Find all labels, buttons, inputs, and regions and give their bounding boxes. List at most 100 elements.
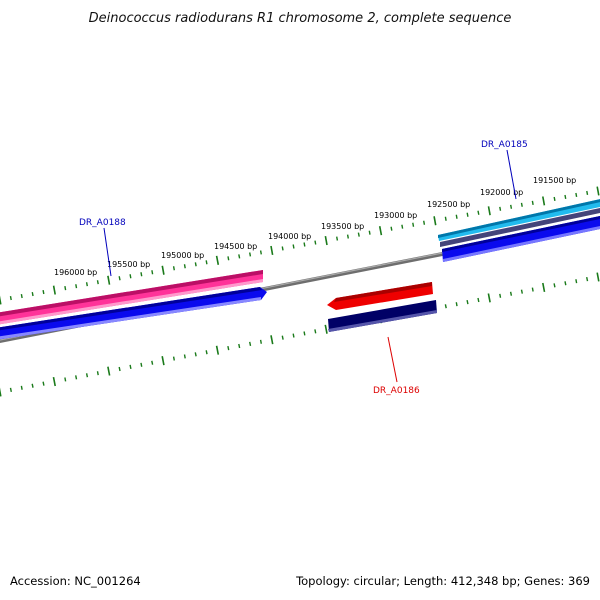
- gene-dr-a0186-red[interactable]: [327, 282, 433, 310]
- ruler-major-tick: [596, 272, 600, 282]
- ruler-major-tick: [107, 366, 111, 376]
- ruler-minor-tick: [455, 214, 458, 219]
- ruler-major-tick: [542, 196, 546, 206]
- ruler-minor-tick: [575, 192, 578, 198]
- ruler-minor-tick: [444, 216, 447, 221]
- ruler-minor-tick: [314, 240, 317, 245]
- ruler-minor-tick: [423, 220, 426, 225]
- ruler-major-tick: [378, 226, 383, 236]
- ruler-minor-tick: [510, 204, 513, 209]
- ruler-minor-tick: [227, 345, 230, 351]
- ruler-major-tick: [542, 282, 546, 293]
- gene-dr-a0185-cyan[interactable]: [438, 198, 600, 241]
- ruler-minor-tick: [31, 383, 34, 388]
- ruler-major-tick: [52, 376, 56, 387]
- ruler-minor-tick: [75, 284, 78, 289]
- ruler-minor-tick: [314, 329, 317, 334]
- ruler-minor-tick: [151, 360, 154, 365]
- ruler-minor-tick: [20, 293, 23, 299]
- ruler-major-tick: [0, 295, 2, 305]
- gene-label-dr-a0185[interactable]: DR_A0185: [481, 140, 528, 200]
- ruler-minor-tick: [172, 356, 175, 361]
- ruler-minor-tick: [129, 364, 132, 370]
- ruler-minor-tick: [64, 377, 67, 382]
- gene-label-text: DR_A0186: [373, 386, 420, 396]
- gene-dr-a0186-navy[interactable]: [328, 300, 437, 332]
- ruler-minor-tick: [238, 254, 241, 259]
- tick-label: 193000 bp: [374, 211, 417, 220]
- summary-text: Topology: circular; Length: 412,348 bp; …: [295, 574, 590, 588]
- ruler-minor-tick: [42, 289, 45, 295]
- ruler-major-tick: [215, 345, 220, 355]
- ruler-minor-tick: [249, 341, 252, 347]
- ruler-minor-tick: [292, 333, 295, 338]
- ruler-major-tick: [487, 206, 491, 216]
- ruler-minor-tick: [509, 291, 513, 296]
- ruler-minor-tick: [75, 375, 78, 380]
- tick-label: 192500 bp: [427, 200, 470, 209]
- ruler-major-tick: [433, 216, 437, 226]
- tick-label: 193500 bp: [321, 222, 364, 231]
- ruler-minor-tick: [85, 282, 88, 287]
- ruler-minor-tick: [455, 302, 458, 307]
- ruler-minor-tick: [575, 279, 578, 284]
- ruler-minor-tick: [281, 335, 284, 340]
- gene-label-text: DR_A0185: [481, 140, 528, 150]
- tick-label: 195000 bp: [161, 251, 204, 260]
- ruler-minor-tick: [477, 297, 480, 303]
- ruler-minor-tick: [238, 343, 241, 349]
- tick-label: 192000 bp: [480, 188, 523, 197]
- ruler-minor-tick: [9, 295, 12, 301]
- ruler-minor-tick: [140, 272, 143, 277]
- ruler-major-tick: [215, 255, 220, 265]
- ruler-minor-tick: [118, 276, 121, 281]
- ruler-minor-tick: [227, 256, 230, 261]
- tick-label: 194500 bp: [214, 242, 257, 251]
- gene-dr-a0188-pink[interactable]: [0, 270, 263, 325]
- ruler-major-tick: [161, 356, 165, 366]
- ruler-minor-tick: [390, 226, 393, 231]
- gene-label-dr-a0188[interactable]: DR_A0188: [79, 218, 126, 277]
- ruler-minor-tick: [466, 299, 469, 305]
- ruler-minor-tick: [205, 260, 208, 265]
- ruler-minor-tick: [553, 196, 556, 202]
- ruler-minor-tick: [20, 385, 23, 390]
- ruler-minor-tick: [64, 285, 67, 291]
- ruler-minor-tick: [9, 387, 12, 393]
- ruler-minor-tick: [183, 264, 186, 269]
- ruler-minor-tick: [520, 289, 523, 294]
- ruler-minor-tick: [194, 352, 197, 357]
- ruler-minor-tick: [444, 304, 447, 309]
- ruler-minor-tick: [520, 202, 523, 207]
- ruler-minor-tick: [466, 212, 469, 217]
- map-title: Deinococcus radiodurans R1 chromosome 2,…: [89, 11, 512, 26]
- ruler-minor-tick: [292, 244, 295, 249]
- ruler-major-tick: [596, 186, 600, 196]
- ruler-minor-tick: [401, 224, 404, 229]
- ruler-major-tick: [324, 324, 328, 334]
- ruler-minor-tick: [303, 331, 306, 336]
- gene-label-dr-a0186[interactable]: DR_A0186: [373, 336, 420, 396]
- gene-dr-a0185-slate[interactable]: [440, 207, 600, 247]
- ruler-minor-tick: [140, 362, 143, 367]
- ruler-minor-tick: [118, 366, 121, 372]
- ruler-minor-tick: [553, 283, 556, 288]
- ruler-major-tick: [107, 275, 111, 285]
- ruler-minor-tick: [205, 350, 208, 355]
- ruler-minor-tick: [281, 246, 284, 251]
- accession-text: Accession: NC_001264: [10, 574, 141, 588]
- ruler-major-tick: [270, 245, 274, 256]
- ruler-minor-tick: [183, 354, 186, 359]
- gene-dr-a0188-blue[interactable]: [0, 287, 267, 340]
- ruler-minor-tick: [412, 222, 415, 227]
- ruler-minor-tick: [259, 250, 262, 255]
- ruler-minor-tick: [303, 242, 306, 247]
- ruler-minor-tick: [96, 371, 99, 376]
- ruler-minor-tick: [586, 276, 589, 282]
- ruler-minor-tick: [31, 291, 34, 297]
- ruler-minor-tick: [172, 266, 175, 271]
- gene-label-text: DR_A0188: [79, 218, 126, 228]
- ruler-major-tick: [324, 235, 328, 246]
- gene-dr-a0185-blue[interactable]: [442, 215, 600, 262]
- tick-labels: 196000 bp 195500 bp 195000 bp 194500 bp …: [54, 176, 576, 277]
